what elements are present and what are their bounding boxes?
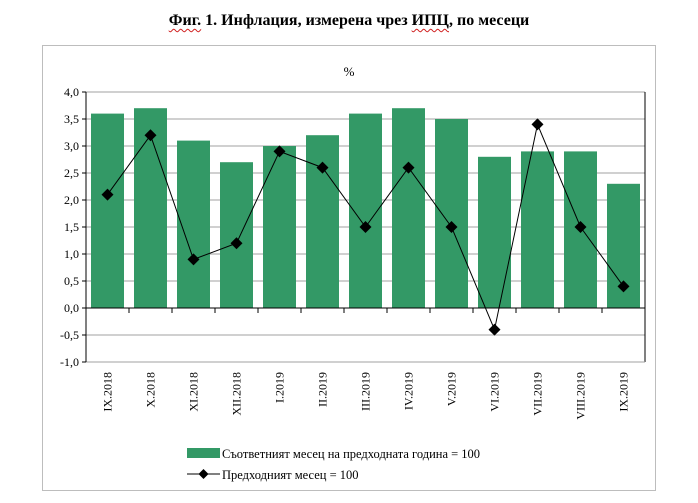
bar [177, 140, 210, 308]
line-marker [574, 221, 587, 233]
y-tick-label: -0,5 [60, 328, 79, 342]
y-tick-label: 3,0 [64, 139, 79, 153]
title-part: Фиг. [168, 12, 202, 29]
legend-swatch-bar [187, 448, 220, 458]
legend-marker-icon [198, 469, 209, 479]
legend-label: Предходният месец = 100 [222, 468, 359, 482]
line-marker [445, 221, 458, 233]
y-tick-label: 2,0 [64, 193, 79, 207]
y-tick-label: 3,5 [64, 112, 79, 126]
y-tick-label: 2,5 [64, 166, 79, 180]
title-part: , по месеци [449, 12, 530, 29]
line-marker [402, 161, 415, 174]
line-marker [144, 129, 157, 142]
line-marker [316, 161, 329, 174]
bar [521, 151, 554, 308]
y-tick-label: 0,0 [64, 301, 79, 315]
unit-label: % [344, 64, 355, 79]
y-tick-label: 4,0 [64, 85, 79, 99]
x-tick-label: IV.2019 [402, 372, 416, 410]
line-marker [488, 323, 501, 336]
bar [134, 108, 167, 308]
y-tick-label: -1,0 [60, 355, 79, 369]
line-marker [230, 237, 243, 250]
x-tick-label: IX.2019 [617, 372, 631, 412]
line-marker [617, 280, 630, 293]
chart-frame [42, 45, 656, 491]
line-marker [273, 145, 286, 158]
line-marker [187, 253, 200, 266]
bar [220, 162, 253, 308]
line-marker [101, 188, 114, 201]
x-tick-label: VII.2019 [531, 372, 545, 416]
y-tick-label: 0,5 [64, 274, 79, 288]
y-tick-label: 1,0 [64, 247, 79, 261]
x-tick-label: V.2019 [445, 372, 459, 406]
legend-label: Съответният месец на предходната година … [222, 447, 480, 461]
x-tick-label: I.2019 [273, 372, 287, 403]
chart-title: Фиг. 1. Инфлация, измерена чрез ИПЦ, по … [0, 12, 698, 30]
title-part: 1. Инфлация, измерена чрез [201, 12, 412, 29]
x-tick-label: VIII.2019 [574, 372, 588, 420]
bar [306, 135, 339, 308]
x-tick-label: XII.2018 [230, 372, 244, 416]
x-tick-label: X.2018 [144, 372, 158, 408]
bar [91, 113, 124, 308]
line-marker [531, 118, 544, 131]
bar [435, 119, 468, 308]
x-tick-label: II.2019 [316, 372, 330, 407]
x-tick-label: XI.2018 [187, 372, 201, 412]
x-tick-label: IX.2018 [101, 372, 115, 412]
bar [263, 146, 296, 308]
bar [349, 113, 382, 308]
y-tick-label: 1,5 [64, 220, 79, 234]
bar [392, 108, 425, 308]
x-tick-label: VI.2019 [488, 372, 502, 412]
line-marker [359, 221, 372, 233]
bar [478, 156, 511, 308]
x-tick-label: III.2019 [359, 372, 373, 411]
title-part: ИПЦ [411, 12, 449, 29]
